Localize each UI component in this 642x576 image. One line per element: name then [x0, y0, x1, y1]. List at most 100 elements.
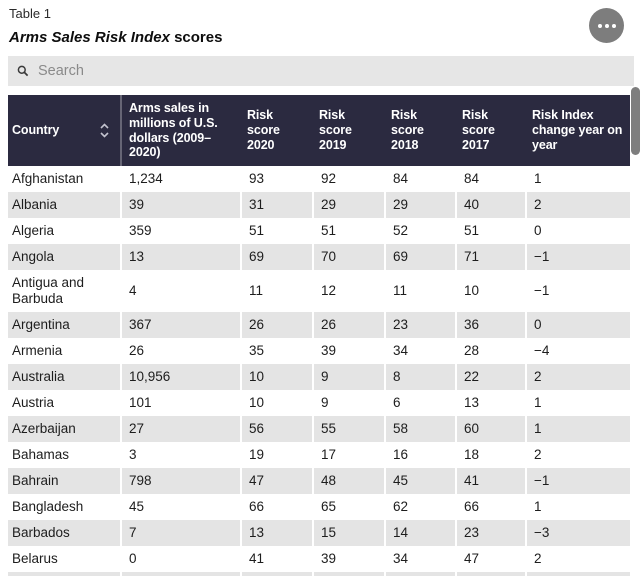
- value-cell: 13: [455, 390, 525, 416]
- value-cell: 8: [384, 364, 455, 390]
- value-cell: 2: [525, 192, 630, 218]
- column-header-risk-2019: Risk score 2019: [312, 95, 384, 166]
- value-cell: 48: [312, 468, 384, 494]
- column-header-country-label: Country: [12, 123, 60, 138]
- value-cell: 367: [120, 312, 240, 338]
- value-cell: 17: [312, 442, 384, 468]
- column-header-country[interactable]: Country: [8, 95, 120, 166]
- scrollbar-thumb[interactable]: [631, 87, 640, 155]
- value-cell: 92: [312, 166, 384, 192]
- value-cell: 10: [455, 270, 525, 312]
- country-cell: Azerbaijan: [8, 416, 120, 442]
- value-cell: 45: [120, 494, 240, 520]
- data-table: Country Arms sales in millions of U.S. d…: [8, 95, 630, 576]
- country-cell: Armenia: [12, 343, 63, 358]
- value-cell: −1: [525, 270, 630, 312]
- country-cell: Belarus: [12, 551, 58, 566]
- value-cell: 359: [120, 218, 240, 244]
- value-cell: 39: [120, 192, 240, 218]
- page-title-rest: scores: [169, 29, 223, 46]
- country-cell: Albania: [8, 192, 120, 218]
- value-cell: 11: [240, 270, 312, 312]
- country-cell: Bahrain: [8, 468, 120, 494]
- value-cell: 27: [120, 416, 240, 442]
- value-cell: 41: [455, 468, 525, 494]
- value-cell: 69: [240, 244, 312, 270]
- page-title-italic: Arms Sales Risk Index: [9, 29, 170, 46]
- value-cell: 9: [312, 390, 384, 416]
- country-cell: Angola: [8, 244, 120, 270]
- value-cell: 47: [240, 468, 312, 494]
- vertical-scrollbar[interactable]: [631, 87, 640, 563]
- value-cell: 6: [384, 390, 455, 416]
- value-cell: 26: [240, 312, 312, 338]
- value-cell: 7: [120, 520, 240, 546]
- value-cell: 101: [120, 390, 240, 416]
- search-icon: [17, 65, 29, 77]
- value-cell: 56: [240, 416, 312, 442]
- value-cell: 31: [240, 192, 312, 218]
- column-header-risk-2020: Risk score 2020: [240, 95, 312, 166]
- value-cell: 2: [525, 442, 630, 468]
- value-cell: 1: [525, 390, 630, 416]
- country-cell: Antigua and Barbuda: [12, 275, 85, 306]
- value-cell: 55: [312, 416, 384, 442]
- country-cell: Afghanistan: [12, 171, 84, 186]
- value-cell: 29: [384, 192, 455, 218]
- value-cell: 9: [312, 364, 384, 390]
- value-cell: 4: [120, 270, 240, 312]
- table-row: Bahrain 798 47 48 45 41 −1: [8, 468, 630, 494]
- value-cell: 10: [240, 390, 312, 416]
- sort-up-down-icon[interactable]: [100, 123, 109, 138]
- value-cell: 10,956: [120, 364, 240, 390]
- value-cell: 14: [384, 520, 455, 546]
- table-row: Austria 101 10 9 6 13 1: [8, 390, 630, 416]
- value-cell: 3: [120, 442, 240, 468]
- partial-next-row: [8, 572, 630, 576]
- value-cell: 65: [312, 494, 384, 520]
- value-cell: −4: [525, 338, 630, 364]
- search-bar[interactable]: [8, 56, 634, 86]
- column-header-arms-sales: Arms sales in millions of U.S. dollars (…: [120, 95, 240, 166]
- country-cell: Austria: [12, 395, 55, 410]
- country-cell: Bahamas: [12, 447, 70, 462]
- value-cell: 93: [240, 166, 312, 192]
- topbar: Table 1 Arms Sales Risk Index scores: [0, 0, 642, 47]
- value-cell: 36: [455, 312, 525, 338]
- table-row: Belarus 0 41 39 34 47 2: [8, 546, 630, 572]
- value-cell: 84: [384, 166, 455, 192]
- value-cell: 40: [455, 192, 525, 218]
- value-cell: 13: [240, 520, 312, 546]
- value-cell: 84: [455, 166, 525, 192]
- value-cell: 34: [384, 338, 455, 364]
- value-cell: 62: [384, 494, 455, 520]
- value-cell: 39: [312, 338, 384, 364]
- value-cell: 26: [120, 338, 240, 364]
- value-cell: 1: [525, 166, 630, 192]
- table-row: Albania 39 31 29 29 40 2: [8, 192, 630, 218]
- value-cell: 23: [455, 520, 525, 546]
- search-input[interactable]: [29, 56, 634, 86]
- value-cell: −1: [525, 244, 630, 270]
- country-cell: Bangladesh: [12, 499, 84, 514]
- value-cell: 0: [120, 546, 240, 572]
- table-row: Afghanistan 1,234 93 92 84 84 1: [8, 166, 630, 192]
- table-header: Country Arms sales in millions of U.S. d…: [8, 95, 630, 166]
- table-row: Algeria 359 51 51 52 51 0: [8, 218, 630, 244]
- country-cell: Argentina: [8, 312, 120, 338]
- value-cell: 51: [455, 218, 525, 244]
- country-cell: Barbados: [8, 520, 120, 546]
- value-cell: 11: [384, 270, 455, 312]
- value-cell: 18: [455, 442, 525, 468]
- value-cell: 22: [455, 364, 525, 390]
- value-cell: 34: [384, 546, 455, 572]
- value-cell: 1: [525, 416, 630, 442]
- value-cell: 60: [455, 416, 525, 442]
- column-header-risk-2017: Risk score 2017: [455, 95, 525, 166]
- country-cell: Algeria: [12, 223, 55, 238]
- table-row: Bangladesh 45 66 65 62 66 1: [8, 494, 630, 520]
- more-options-button[interactable]: [589, 8, 624, 43]
- table-row: Australia 10,956 10 9 8 22 2: [8, 364, 630, 390]
- value-cell: 0: [525, 218, 630, 244]
